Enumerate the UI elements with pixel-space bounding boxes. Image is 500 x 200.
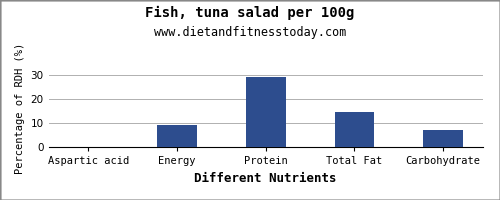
Bar — [157, 125, 197, 147]
Bar — [246, 77, 286, 147]
Text: www.dietandfitnesstoday.com: www.dietandfitnesstoday.com — [154, 26, 346, 39]
Y-axis label: Percentage of RDH (%): Percentage of RDH (%) — [15, 43, 25, 174]
X-axis label: Different Nutrients: Different Nutrients — [194, 172, 337, 185]
Text: Fish, tuna salad per 100g: Fish, tuna salad per 100g — [146, 6, 354, 20]
Bar — [423, 130, 463, 147]
Bar — [334, 112, 374, 147]
